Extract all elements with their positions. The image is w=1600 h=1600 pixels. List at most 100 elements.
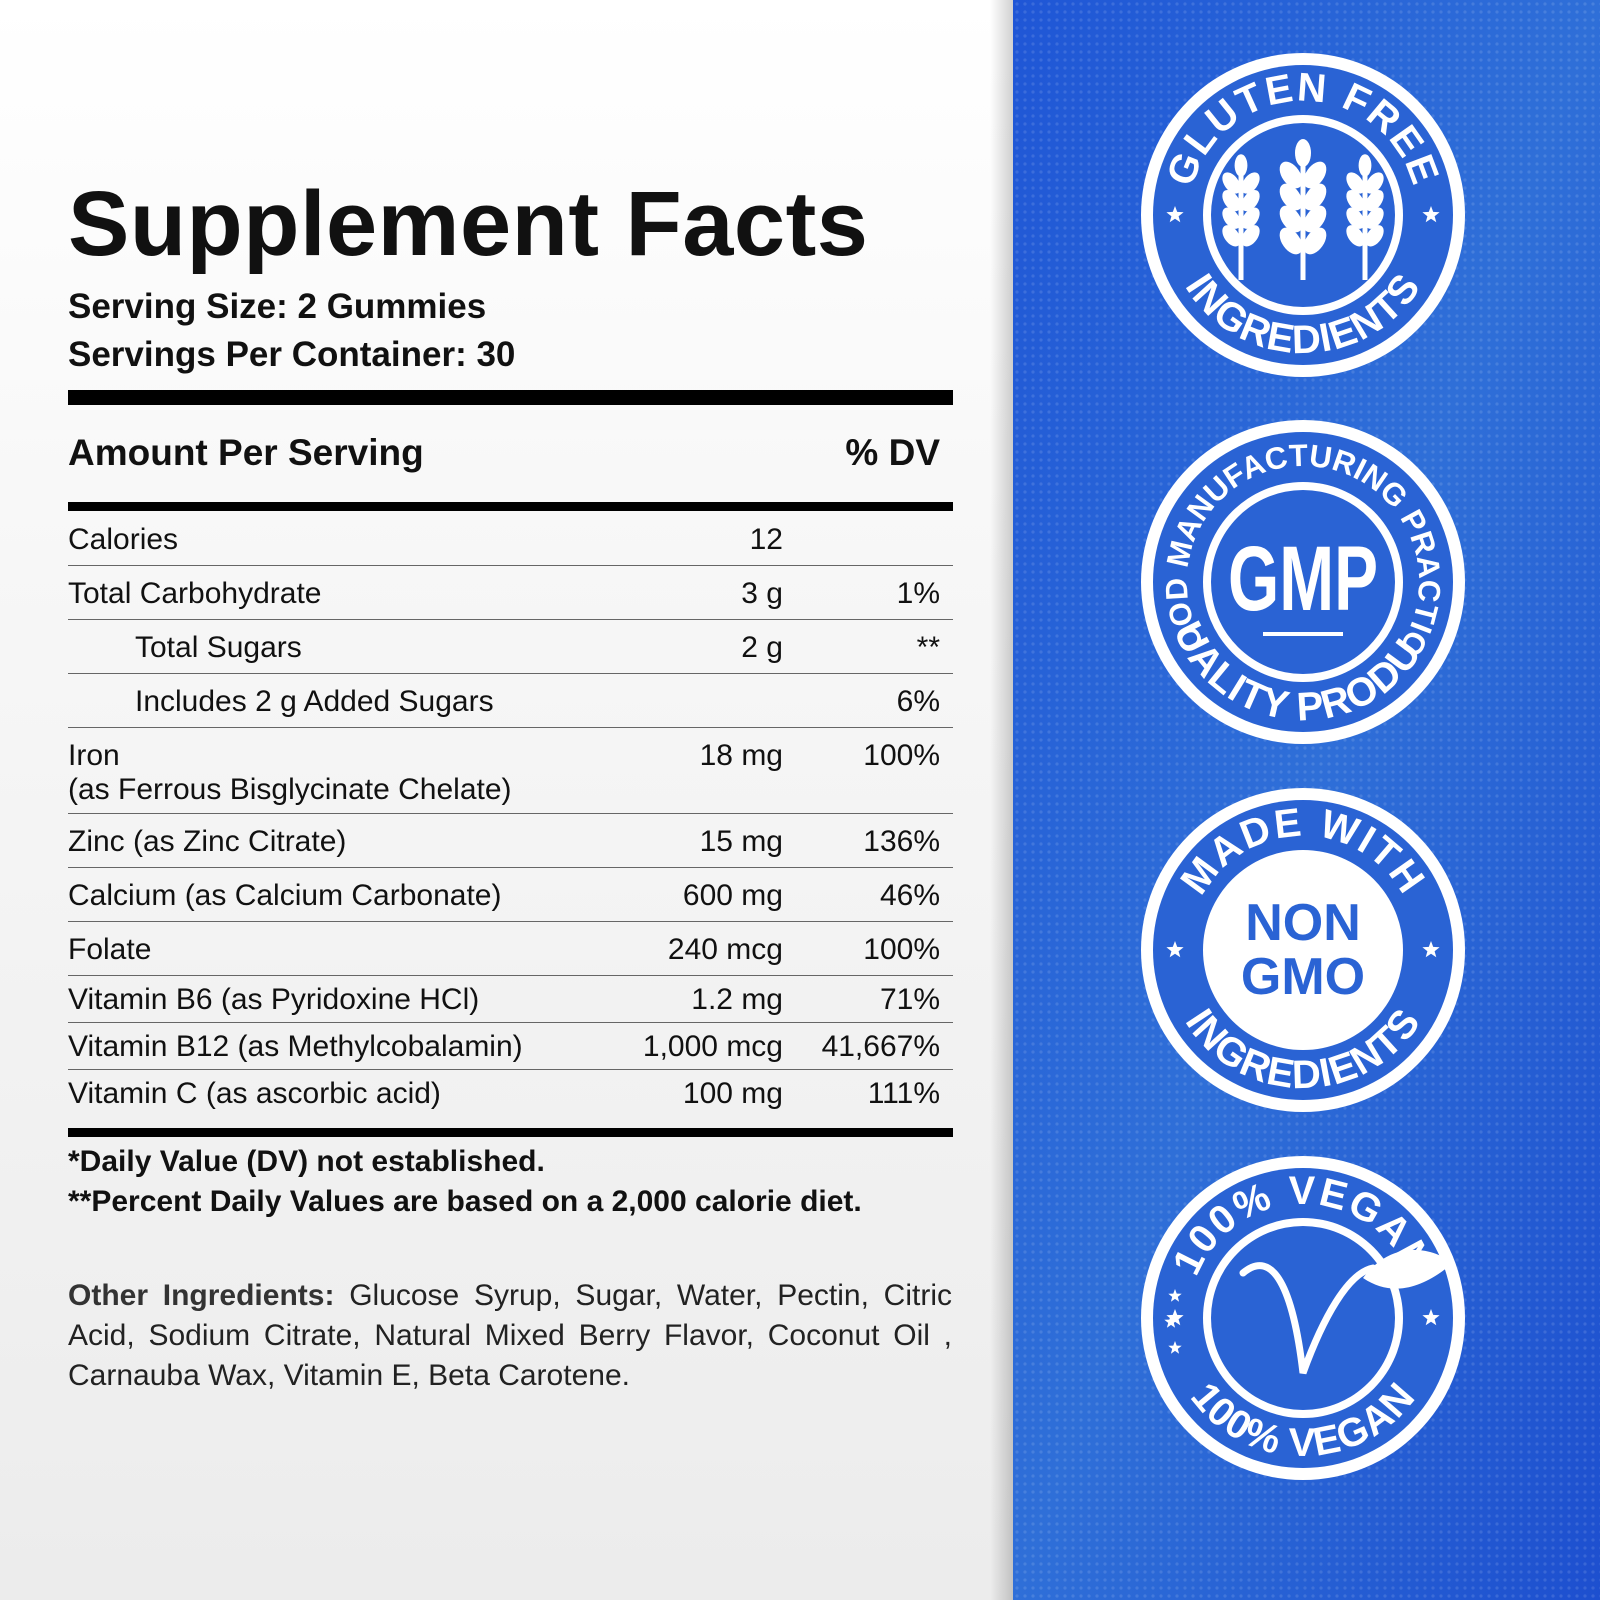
amount: 12: [749, 523, 783, 556]
nutrient-note: (as Ferrous Bisglycinate Chelate): [68, 773, 512, 806]
daily-value: 1%: [896, 577, 940, 610]
wheat-grain: [1279, 227, 1303, 255]
wheat-grain: [1234, 154, 1248, 177]
footnote: **Percent Daily Values are based on a 2,…: [68, 1185, 862, 1218]
table-header: Amount Per Serving % DV: [68, 432, 940, 474]
ingredients-label: Other Ingredients:: [68, 1279, 335, 1312]
wheat-grain: [1346, 172, 1365, 194]
wheat-grain: [1241, 172, 1260, 194]
vegan-leaf: [1363, 1249, 1453, 1289]
wheat-grain: [1222, 189, 1241, 212]
amount: 1.2 mg: [691, 983, 783, 1016]
header-cell: % DV: [845, 432, 940, 473]
wheat-grain: [1222, 225, 1241, 247]
wheat-grain: [1346, 207, 1365, 229]
table-row: Calories 12: [68, 512, 953, 566]
wheat-grain: [1279, 205, 1303, 233]
daily-value: 41,667%: [821, 1030, 940, 1063]
wheat-grain: [1241, 207, 1260, 229]
serving-size: Serving Size: 2 Gummies: [68, 287, 487, 326]
wheat-grain: [1222, 172, 1241, 194]
star-icon: [1166, 1309, 1184, 1326]
amount: 15 mg: [699, 825, 783, 858]
thick-rule: [68, 390, 953, 405]
daily-value: 111%: [867, 1077, 940, 1110]
header-cell: Amount Per Serving: [68, 432, 424, 473]
panel-shadow: [990, 0, 1013, 1600]
amount: 1,000 mcg: [642, 1030, 783, 1063]
amount: 100 mg: [682, 1077, 783, 1110]
amount: 600 mg: [682, 879, 783, 912]
footnote: *Daily Value (DV) not established.: [68, 1145, 545, 1178]
star-icon: [1422, 941, 1440, 958]
badge-inner: [1211, 490, 1395, 674]
wheat-grain: [1365, 207, 1384, 229]
daily-value: **: [916, 631, 940, 664]
star-icon: [1164, 1315, 1178, 1328]
table-row: Calcium (as Calcium Carbonate) 600 mg 46%: [68, 868, 953, 922]
table-row: Includes 2 g Added Sugars 6%: [68, 674, 953, 728]
daily-value: 46%: [879, 879, 940, 912]
table-row: Vitamin C (as ascorbic acid) 100 mg 111%: [68, 1070, 953, 1117]
nutrient-name: Vitamin B6 (as Pyridoxine HCl): [68, 983, 480, 1016]
badge-inner: [1211, 858, 1395, 1042]
daily-value: 100%: [863, 739, 940, 772]
vegan-v: [1239, 1262, 1377, 1375]
badge: 100% VEGAN100% VEGAN: [1141, 1156, 1465, 1480]
wheat-grain: [1295, 139, 1311, 167]
nutrient-name: Total Sugars: [135, 631, 302, 664]
daily-value: 100%: [863, 933, 940, 966]
amount: 2 g: [741, 631, 783, 664]
star-icon: [1168, 1341, 1182, 1354]
wheat-grain: [1303, 183, 1327, 211]
table-row: Total Carbohydrate 3 g 1%: [68, 566, 953, 620]
nutrient-name: Includes 2 g Added Sugars: [135, 685, 494, 718]
table-body: Calories 12 Total Carbohydrate 3 g 1% Total S…: [68, 512, 953, 1117]
servings-per-container: Servings Per Container: 30: [68, 335, 516, 374]
wheat-grain: [1346, 225, 1365, 247]
nutrient-name: Vitamin C (as ascorbic acid): [68, 1077, 441, 1110]
wheat-grain: [1346, 189, 1365, 212]
nutrient-name: Vitamin B12 (as Methylcobalamin): [68, 1030, 523, 1063]
star-icon: [1168, 1289, 1182, 1302]
amount: 240 mcg: [667, 933, 783, 966]
table-row: Total Sugars 2 g **: [68, 620, 953, 674]
wheat-grain: [1365, 189, 1384, 212]
nutrient-name: Iron: [68, 739, 120, 772]
badge-center-text: GMP: [1228, 528, 1378, 630]
star-icon: [1166, 941, 1184, 958]
ingredients-text: Glucose Syrup, Sugar, Water, Pectin, Cit…: [68, 1279, 952, 1392]
wheat-grain: [1365, 172, 1384, 194]
underline: [1263, 632, 1343, 636]
amount: 18 mg: [699, 739, 783, 772]
nutrient-name: Calories: [68, 523, 179, 556]
table-row: Iron (as Ferrous Bisglycinate Chelate) 18 …: [68, 728, 953, 814]
wheat-grain: [1303, 227, 1327, 255]
rule: [68, 502, 953, 511]
daily-value: 71%: [879, 983, 940, 1016]
table-row: Vitamin B6 (as Pyridoxine HCl) 1.2 mg 71%: [68, 976, 953, 1023]
nutrient-name: Calcium (as Calcium Carbonate): [68, 879, 502, 912]
table-row: Folate 240 mcg 100%: [68, 922, 953, 976]
wheat-grain: [1241, 189, 1260, 212]
daily-value: 136%: [863, 825, 940, 858]
star-icon: [1422, 1309, 1440, 1326]
star-icon: [1422, 206, 1440, 223]
wheat-grain: [1303, 205, 1327, 233]
badge-panel: GLUTEN FREEINGREDIENTSGOOD MANUFACTURING…: [1013, 0, 1600, 1600]
table-row: Vitamin B12 (as Methylcobalamin) 1,000 mc…: [68, 1023, 953, 1070]
badge-center-text: NON: [1245, 894, 1361, 952]
wheat-grain: [1279, 183, 1303, 211]
table-row: Zinc (as Zinc Citrate) 15 mg 136%: [68, 814, 953, 868]
badge-inner: [1211, 1226, 1395, 1410]
badge-center-text: GMO: [1241, 948, 1365, 1006]
title: Supplement Facts: [68, 173, 869, 275]
wheat-grain: [1222, 207, 1241, 229]
other-ingredients: Other Ingredients: Glucose Syrup, Sugar,…: [68, 1276, 952, 1396]
wheat-grain: [1365, 225, 1384, 247]
wheat-grain: [1303, 161, 1327, 189]
rule: [68, 1128, 953, 1137]
